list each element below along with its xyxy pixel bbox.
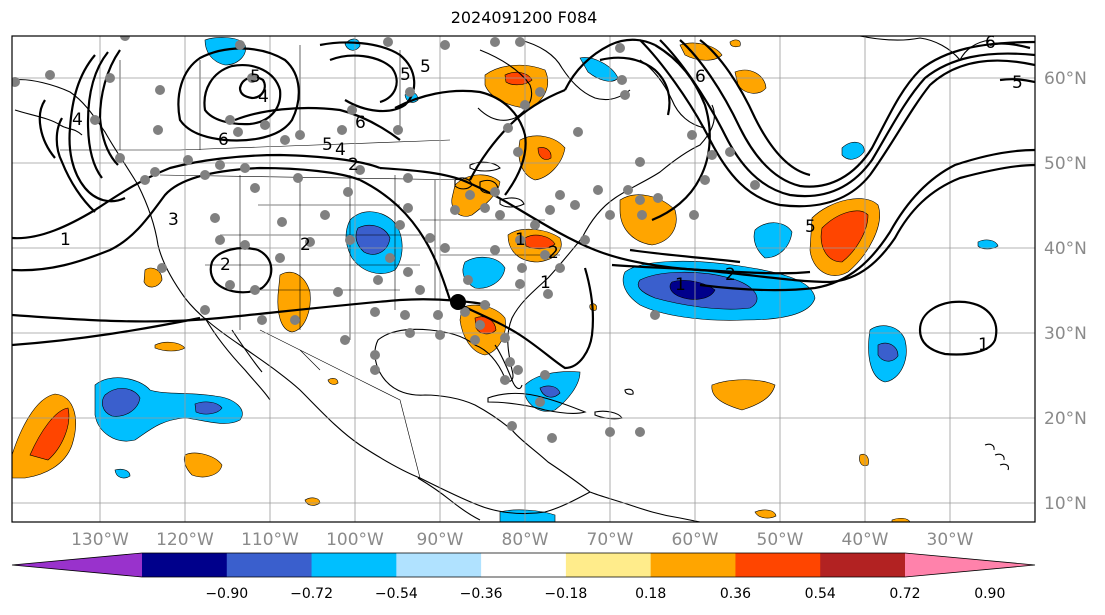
colorbar-segment <box>650 553 736 577</box>
contour-label: 6 <box>695 67 706 87</box>
colorbar-extend-high <box>905 553 1035 577</box>
contour-label: 2 <box>548 243 559 263</box>
contour-label: 6 <box>218 130 229 150</box>
lat-label: 10°N <box>1044 494 1087 514</box>
colorbar-segment <box>311 553 397 577</box>
colorbar-tick-label: −0.36 <box>460 586 503 602</box>
lon-label: 30°W <box>927 530 974 550</box>
colorbar-segment <box>481 553 567 577</box>
lat-label: 50°N <box>1044 154 1087 174</box>
contour-label: 6 <box>985 33 996 53</box>
contour-label: 4 <box>258 87 269 107</box>
lon-label: 70°W <box>587 530 634 550</box>
contour-label: 1 <box>675 275 686 295</box>
lon-label: 110°W <box>241 530 299 550</box>
contour-label: 4 <box>72 110 83 130</box>
colorbar-tick-label: −0.72 <box>290 586 333 602</box>
colorbar-segment <box>226 553 313 577</box>
lat-label: 40°N <box>1044 239 1087 259</box>
lat-label: 60°N <box>1044 69 1087 89</box>
colorbar-tick-label: −0.54 <box>375 586 418 602</box>
map-frame <box>11 35 1036 523</box>
contour-labels: 1 2 3 4 5 6 5 4 2 6 5 4 2 1 2 5 6 5 1 2 … <box>60 33 1023 355</box>
contour-label: 5 <box>420 57 431 77</box>
colorbar-tick-label: 0.18 <box>635 586 666 602</box>
lat-label: 20°N <box>1044 409 1087 429</box>
lon-label: 50°W <box>757 530 804 550</box>
map-area: 1 2 3 4 5 6 5 4 2 6 5 4 2 1 2 5 6 5 1 2 … <box>12 33 1035 522</box>
lon-label: 130°W <box>71 530 129 550</box>
contour-label: 1 <box>515 230 526 250</box>
colorbar-segment <box>396 553 482 577</box>
lon-label: 60°W <box>672 530 719 550</box>
contour-label: 1 <box>978 335 989 355</box>
lon-label: 120°W <box>156 530 214 550</box>
contour-label: 5 <box>250 67 261 87</box>
lon-label: 80°W <box>502 530 549 550</box>
contour-label: 1 <box>540 273 551 293</box>
latitude-labels: 60°N 50°N 40°N 30°N 20°N 10°N <box>1044 69 1087 514</box>
contour-label: 3 <box>168 210 179 230</box>
colorbar-tick-label: −0.18 <box>544 586 587 602</box>
contour-label: 2 <box>725 265 736 285</box>
shaded-anomaly-fields <box>12 37 999 522</box>
colorbar-tick-label: 0.72 <box>889 586 920 602</box>
colorbar-outline <box>11 552 1036 578</box>
storm-center-marker <box>450 294 466 310</box>
map-title: 2024091200 F084 <box>450 8 598 27</box>
colorbar-tick-label: −0.90 <box>205 586 248 602</box>
contour-label: 4 <box>335 140 346 160</box>
contour-label: 5 <box>322 135 333 155</box>
contour-label: 6 <box>355 113 366 133</box>
colorbar-extend-low <box>12 553 142 577</box>
colorbar-tick-label: 0.90 <box>974 586 1005 602</box>
longitude-labels: 130°W 120°W 110°W 100°W 90°W 80°W 70°W 6… <box>71 530 974 550</box>
colorbar-segment <box>565 553 652 577</box>
contour-label: 1 <box>60 230 71 250</box>
colorbar-segment <box>820 553 906 577</box>
contour-label: 5 <box>400 65 411 85</box>
colorbar-segment <box>735 553 821 577</box>
colorbar-segment <box>142 553 228 577</box>
colorbar: −0.90 −0.72 −0.54 −0.36 −0.18 0.18 0.36 0.54 0.7… <box>11 552 1036 602</box>
lon-label: 90°W <box>417 530 464 550</box>
contour-label: 5 <box>1012 73 1023 93</box>
colorbar-tick-label: 0.54 <box>805 586 836 602</box>
lon-label: 40°W <box>842 530 889 550</box>
lat-label: 30°N <box>1044 324 1087 344</box>
station-dots <box>12 36 760 443</box>
contour-label: 2 <box>300 235 311 255</box>
contour-label: 5 <box>805 217 816 237</box>
lon-label: 100°W <box>326 530 384 550</box>
contour-label: 2 <box>220 255 231 275</box>
colorbar-tick-label: 0.36 <box>720 586 751 602</box>
contour-label: 2 <box>348 155 359 175</box>
